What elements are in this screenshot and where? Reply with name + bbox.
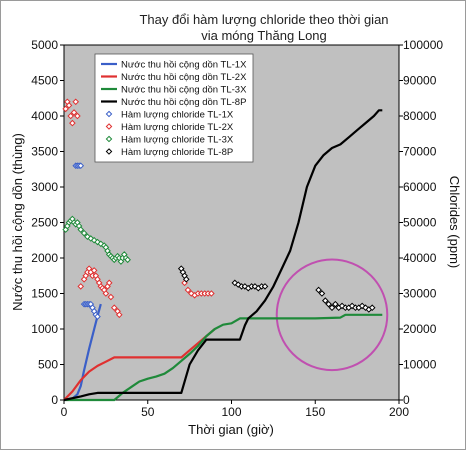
y-left-tick-label: 3500	[31, 145, 58, 159]
series-point-4	[348, 302, 356, 310]
series-point-4	[315, 286, 322, 294]
chart-subtitle: via móng Thăng Long	[201, 28, 327, 43]
series-point-2	[70, 109, 78, 116]
y-left-tick-label: 2000	[31, 251, 58, 265]
y-left-axis-title: Nước thu hồi cộng dồn (thùng)	[10, 133, 25, 311]
y-right-tick-label: 90000	[403, 74, 437, 88]
series-point-2	[184, 286, 192, 294]
axes: 0 50 100 150 2000500100015002000250030003500…	[31, 38, 443, 419]
x-tick-label: 100	[221, 405, 241, 419]
y-left-tick-label: 2500	[31, 216, 58, 230]
series-point-2	[62, 105, 69, 113]
legend-box	[94, 53, 254, 163]
series-point-2	[69, 119, 76, 127]
series-point-1	[77, 162, 85, 170]
series-point-4	[332, 300, 339, 308]
series-points	[62, 98, 376, 320]
series-point-4	[261, 283, 269, 290]
legend-marker-swatch	[105, 123, 113, 130]
y-left-tick-label: 1000	[31, 322, 58, 336]
series-point-4	[338, 302, 346, 310]
series-line-4	[63, 109, 383, 402]
series-point-4	[182, 275, 190, 283]
series-lines	[63, 109, 383, 402]
y-left-tick-label: 1500	[31, 287, 58, 301]
series-point-2	[74, 112, 81, 120]
y-left-tick-label: 5000	[31, 38, 58, 52]
series-point-4	[368, 304, 376, 312]
y-left-tick-label: 500	[38, 358, 58, 372]
legend-marker-swatch	[105, 110, 113, 118]
legend-label: Hàm lượng chloride TL-2X	[121, 122, 234, 133]
series-point-4	[318, 290, 326, 297]
series-point-4	[241, 283, 249, 290]
y-right-tick-label: 50000	[403, 216, 437, 230]
legend-label: Hàm lượng chloride TL-1X	[121, 109, 234, 120]
y-right-tick-label: 70000	[403, 145, 437, 159]
y-right-tick-label: 80000	[403, 109, 437, 123]
series-point-2	[115, 311, 123, 319]
annotation-layer	[275, 258, 389, 372]
series-point-4	[325, 300, 332, 308]
legend-marker-swatch	[105, 148, 113, 155]
legend-label: Hàm lượng chloride TL-3X	[121, 134, 234, 145]
y-right-axis-title: Chlorides (ppm)	[447, 176, 462, 268]
legend: Nước thu hồi cộng dồn TL-1X Nước thu hồi …	[94, 53, 254, 163]
series-point-1	[94, 313, 101, 320]
y-right-tick-label: 100000	[403, 38, 443, 52]
series-point-2	[105, 279, 113, 287]
series-point-2	[90, 267, 98, 274]
x-tick-label: 50	[141, 405, 155, 419]
series-point-2	[65, 102, 73, 109]
y-left-tick-label: 0	[51, 393, 58, 407]
series-point-2	[72, 98, 80, 106]
x-tick-label: 200	[389, 405, 409, 419]
legend-label: Nước thu hồi cộng dồn TL-3X	[121, 84, 247, 95]
y-left-tick-label: 4500	[31, 74, 58, 88]
legend-label: Nước thu hồi cộng dồn TL-8P	[121, 97, 246, 108]
legend-label: Hàm lượng chloride TL-8P	[121, 147, 233, 158]
x-tick-label: 0	[61, 405, 68, 419]
series-point-4	[321, 297, 329, 304]
series-point-3	[77, 226, 85, 233]
y-right-tick-label: 0	[403, 393, 410, 407]
series-point-2	[77, 283, 85, 290]
y-left-tick-label: 3000	[31, 180, 58, 194]
series-point-3	[94, 238, 101, 246]
series-point-2	[67, 112, 75, 120]
highlight-circle	[275, 258, 389, 372]
series-point-4	[328, 304, 336, 312]
series-point-4	[358, 302, 366, 310]
y-right-tick-label: 20000	[403, 322, 437, 336]
x-tick-label: 150	[305, 405, 325, 419]
series-point-2	[208, 290, 215, 297]
series-point-4	[251, 283, 259, 290]
x-axis-title: Thời gian (giờ)	[188, 422, 274, 437]
y-left-tick-label: 4000	[31, 109, 58, 123]
legend-marker-swatch	[105, 135, 113, 143]
series-point-2	[102, 290, 110, 297]
y-right-tick-label: 40000	[403, 251, 437, 265]
y-right-tick-label: 60000	[403, 180, 437, 194]
series-point-2	[110, 304, 118, 312]
y-right-tick-label: 10000	[403, 358, 437, 372]
legend-label: Nước thu hồi cộng dồn TL-1X	[121, 59, 247, 70]
series-point-2	[107, 293, 115, 301]
series-point-3	[124, 256, 131, 264]
y-right-tick-label: 30000	[403, 287, 437, 301]
series-point-4	[231, 279, 239, 287]
chart-title: Thay đổi hàm lượng chloride theo thời gi…	[139, 12, 388, 27]
series-line-3	[64, 313, 383, 402]
legend-label: Nước thu hồi cộng dồn TL-2X	[121, 72, 247, 83]
series-line-2	[63, 328, 216, 401]
series-point-3	[80, 229, 88, 237]
